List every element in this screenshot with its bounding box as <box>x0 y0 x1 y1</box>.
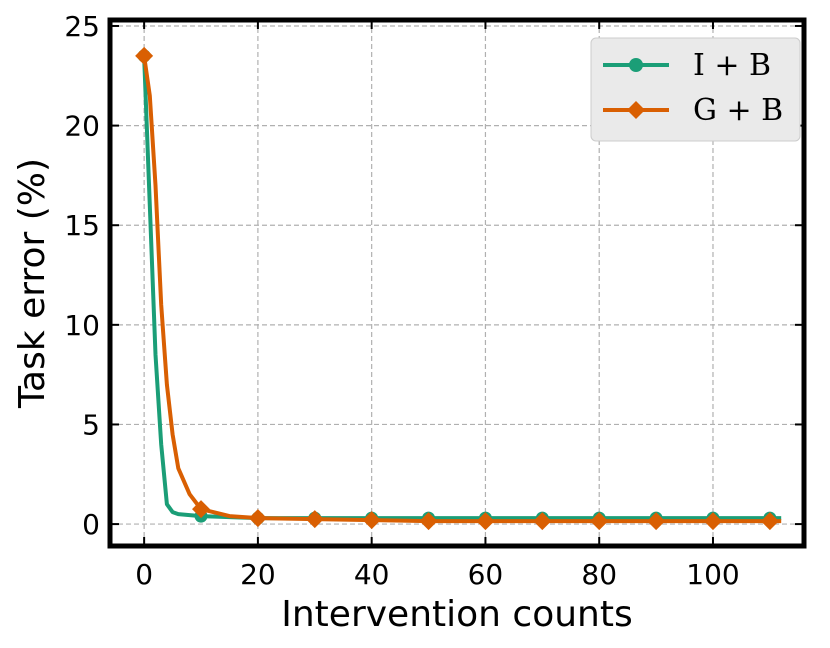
data-point <box>476 512 495 531</box>
y-axis-label: Task error (%) <box>12 158 53 409</box>
data-point <box>192 500 211 519</box>
series-1 <box>135 46 782 531</box>
data-point <box>305 510 324 529</box>
y-tick-label: 25 <box>64 10 100 43</box>
y-tick-label: 5 <box>82 408 100 441</box>
legend: I + B G + B <box>590 37 801 142</box>
plot-frame <box>107 17 807 549</box>
data-point <box>647 512 666 531</box>
x-axis-label: Intervention counts <box>281 594 633 635</box>
legend-entry-g-plus-b: G + B <box>603 93 783 128</box>
data-point <box>590 512 609 531</box>
data-point <box>760 512 779 531</box>
ticks: 0 20 40 60 80 100 0 5 10 15 20 25 <box>64 10 804 591</box>
y-tick-label: 20 <box>64 110 100 143</box>
data-point <box>533 512 552 531</box>
data-point <box>362 511 381 530</box>
legend-label-g-plus-b: G + B <box>693 93 783 128</box>
x-tick-label: 60 <box>468 558 504 591</box>
grid <box>110 20 804 546</box>
data-point <box>248 509 267 528</box>
x-tick-label: 80 <box>581 558 617 591</box>
data-point <box>419 512 438 531</box>
y-tick-label: 15 <box>64 209 100 242</box>
x-tick-label: 20 <box>240 558 276 591</box>
legend-marker-i-plus-b <box>629 58 643 72</box>
y-tick-label: 0 <box>82 508 100 541</box>
x-tick-label: 0 <box>135 558 153 591</box>
series-layer <box>135 46 782 531</box>
legend-marker-g-plus-b <box>627 101 645 119</box>
y-tick-label: 10 <box>64 309 100 342</box>
legend-label-i-plus-b: I + B <box>693 48 771 83</box>
x-tick-label: 100 <box>686 558 739 591</box>
x-tick-label: 40 <box>354 558 390 591</box>
data-point <box>703 512 722 531</box>
data-point <box>135 46 154 65</box>
legend-entry-i-plus-b: I + B <box>603 48 771 83</box>
